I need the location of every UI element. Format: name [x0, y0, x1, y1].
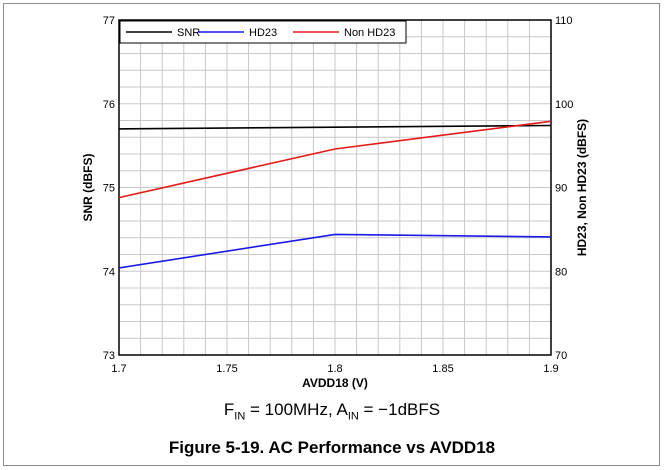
series-line-hd23	[118, 233, 552, 269]
legend-box	[119, 20, 407, 44]
series-line-snr	[118, 124, 552, 130]
plot-area-border	[118, 19, 552, 356]
y-left-tick-label: 75	[103, 183, 115, 195]
y-right-tick-label: 110	[555, 15, 573, 27]
y-right-tick-label: 90	[555, 183, 567, 195]
y-left-tick-label: 73	[103, 350, 115, 362]
legend-label-hd23: HD23	[249, 27, 277, 39]
a-subscript: IN	[347, 410, 359, 423]
f-subscript: IN	[234, 410, 246, 423]
y-left-tick-label: 77	[103, 15, 115, 27]
series-line-non-hd23	[118, 120, 552, 199]
a-value: = −1dBFS	[358, 400, 441, 419]
y-right-tick-label: 100	[555, 99, 573, 111]
y-left-tick-label: 74	[103, 266, 115, 278]
x-tick-label: 1.8	[327, 363, 342, 375]
x-tick-label: 1.7	[111, 363, 126, 375]
y-left-axis-title: SNR (dBFS)	[81, 154, 95, 222]
x-tick-label: 1.9	[543, 363, 558, 375]
f-symbol: F	[223, 400, 235, 419]
x-axis-title: AVDD18 (V)	[302, 376, 368, 390]
y-right-axis-title: HD23, Non HD23 (dBFS)	[575, 119, 589, 256]
chart: 1.7 1.75 1.8 1.85 1.9 73 74 75 76 77 70 80 90 100 110 A…	[81, 15, 589, 390]
y-right-tick-label: 80	[555, 266, 567, 278]
y-left-tick-label: 76	[103, 99, 115, 111]
x-tick-label: 1.85	[432, 363, 453, 375]
x-tick-label: 1.75	[216, 363, 237, 375]
y-right-tick-label: 70	[555, 350, 567, 362]
legend-label-non-hd23: Non HD23	[344, 27, 395, 39]
a-symbol: A	[336, 400, 348, 419]
figure-caption: Figure 5-19. AC Performance vs AVDD18	[168, 438, 496, 457]
test-conditions: FIN = 100MHz, AIN = −1dBFS	[0, 400, 664, 422]
legend-label-snr: SNR	[177, 27, 200, 39]
f-value: = 100MHz,	[245, 400, 337, 419]
